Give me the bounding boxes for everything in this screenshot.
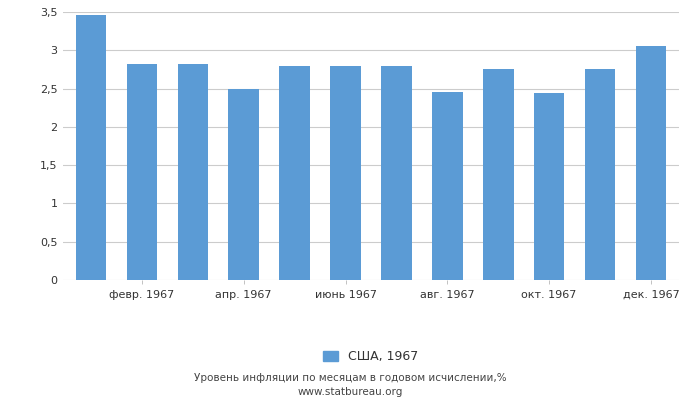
- Bar: [178, 64, 208, 280]
- Bar: [584, 70, 615, 280]
- Bar: [127, 64, 158, 280]
- Bar: [279, 66, 310, 280]
- Bar: [382, 66, 412, 280]
- Bar: [76, 15, 106, 280]
- Bar: [636, 46, 666, 280]
- Legend: США, 1967: США, 1967: [318, 345, 424, 368]
- Text: Уровень инфляции по месяцам в годовом исчислении,%: Уровень инфляции по месяцам в годовом ис…: [194, 373, 506, 383]
- Text: www.statbureau.org: www.statbureau.org: [298, 387, 402, 397]
- Bar: [228, 89, 259, 280]
- Bar: [483, 69, 514, 280]
- Bar: [432, 92, 463, 280]
- Bar: [330, 66, 360, 280]
- Bar: [534, 93, 564, 280]
